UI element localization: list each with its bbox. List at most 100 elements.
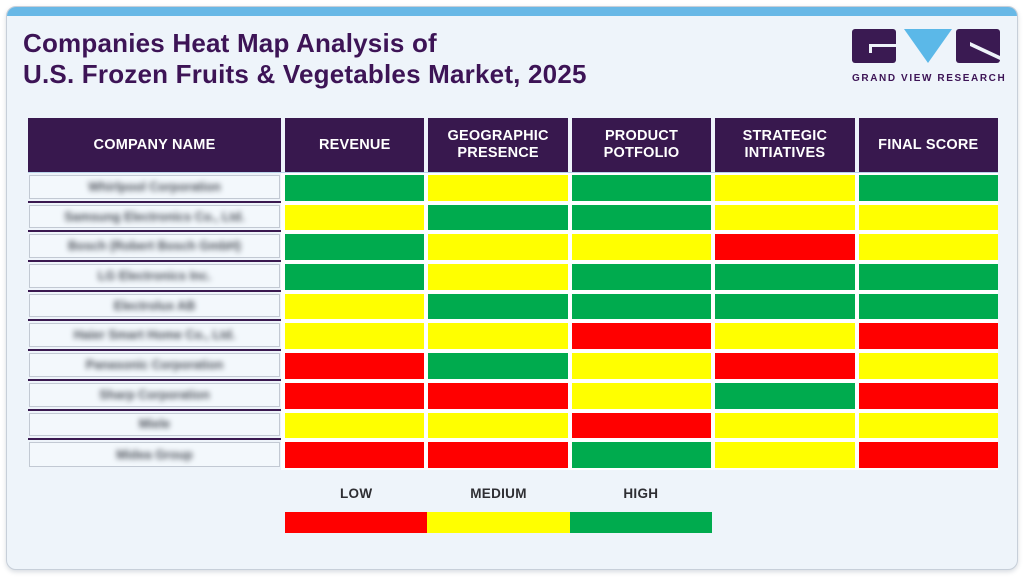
score-cell-low xyxy=(858,323,998,350)
page-title-line1: Companies Heat Map Analysis of xyxy=(23,28,437,58)
company-name-blurred: Whirlpool Corporation xyxy=(88,179,221,194)
score-cell-high xyxy=(571,293,712,320)
score-cell-medium xyxy=(428,264,568,290)
table-row: Haier Smart Home Co., Ltd. xyxy=(28,321,998,352)
company-cell: Whirlpool Corporation xyxy=(28,173,281,203)
score-cell-high xyxy=(858,175,998,201)
company-cell-box: Haier Smart Home Co., Ltd. xyxy=(29,323,280,348)
score-cell-low xyxy=(285,442,425,468)
score-cell-high xyxy=(571,442,712,468)
company-cell: Haier Smart Home Co., Ltd. xyxy=(28,321,281,352)
score-cell-medium xyxy=(428,323,568,350)
company-name-blurred: Panasonic Corporation xyxy=(85,357,224,372)
score-cell-medium xyxy=(715,442,855,468)
company-cell-box: Bosch (Robert Bosch GmbH) xyxy=(29,234,280,259)
legend-label-medium: MEDIUM xyxy=(470,486,527,501)
score-cell-high xyxy=(428,353,568,379)
score-cell-medium xyxy=(428,175,568,201)
score-cell-medium xyxy=(571,382,712,409)
score-cell-medium xyxy=(858,412,998,439)
score-cell-high xyxy=(428,293,568,320)
score-cell-medium xyxy=(571,234,712,261)
gvr-logo-text: GRAND VIEW RESEARCH xyxy=(852,73,1007,84)
page-title-line2: U.S. Frozen Fruits & Vegetables Market, … xyxy=(23,59,587,89)
column-header-strategic-intiatives: STRATEGIC INTIATIVES xyxy=(715,118,855,172)
company-cell: Sharp Corporation xyxy=(28,380,281,411)
score-cell-high xyxy=(858,293,998,320)
score-cell-low xyxy=(715,353,855,379)
company-cell: Panasonic Corporation xyxy=(28,351,281,381)
company-name-blurred: Sharp Corporation xyxy=(99,387,210,402)
table-row: Sharp Corporation xyxy=(28,380,998,411)
company-name-blurred: Midea Group xyxy=(116,447,193,462)
company-cell: Midea Group xyxy=(28,440,281,470)
table-row: Samsung Electronics Co., Ltd. xyxy=(28,202,998,233)
score-cell-medium xyxy=(428,412,568,439)
score-cell-medium xyxy=(571,353,712,379)
score-cell-high xyxy=(571,264,712,290)
company-cell-box: Whirlpool Corporation xyxy=(29,175,280,199)
score-cell-low xyxy=(285,353,425,379)
score-cell-medium xyxy=(715,175,855,201)
score-cell-medium xyxy=(858,204,998,231)
table-body: Whirlpool Corporation Samsung Electronics… xyxy=(28,172,998,470)
company-cell-box: Midea Group xyxy=(29,442,280,467)
score-cell-low xyxy=(428,442,568,468)
score-cell-low xyxy=(715,234,855,261)
legend-swatch-low xyxy=(285,512,428,533)
score-cell-medium xyxy=(715,323,855,350)
table-row: Midea Group xyxy=(28,440,998,470)
score-cell-medium xyxy=(285,293,425,320)
legend-color-bar xyxy=(285,512,712,533)
score-cell-low xyxy=(428,382,568,409)
table-row: Whirlpool Corporation xyxy=(28,173,998,203)
score-cell-medium xyxy=(715,412,855,439)
table-row: Miele xyxy=(28,410,998,441)
company-name-blurred: Miele xyxy=(138,417,171,432)
score-cell-high xyxy=(715,293,855,320)
score-cell-high xyxy=(571,204,712,231)
card-top-accent-bar xyxy=(7,7,1017,16)
page-title: Companies Heat Map Analysis of U.S. Froz… xyxy=(23,28,587,90)
score-cell-high xyxy=(428,204,568,231)
company-cell-box: Miele xyxy=(29,412,280,437)
score-cell-low xyxy=(858,382,998,409)
gvr-logo-mark xyxy=(852,29,1000,63)
legend-label-low: LOW xyxy=(339,486,373,501)
company-cell: Electrolux AB xyxy=(28,291,281,322)
table-row: LG Electronics Inc. xyxy=(28,262,998,292)
company-cell-box: Samsung Electronics Co., Ltd. xyxy=(29,204,280,229)
company-cell-box: Panasonic Corporation xyxy=(29,353,280,377)
score-cell-medium xyxy=(285,412,425,439)
score-cell-medium xyxy=(428,234,568,261)
company-cell-box: Electrolux AB xyxy=(29,293,280,318)
column-header-final-score: FINAL SCORE xyxy=(858,118,998,172)
legend: LOW MEDIUM HIGH xyxy=(285,486,712,533)
heatmap-table: COMPANY NAME REVENUE GEOGRAPHIC PRESENCE PR… xyxy=(28,118,998,470)
company-cell: Bosch (Robert Bosch GmbH) xyxy=(28,232,281,263)
company-name-blurred: LG Electronics Inc. xyxy=(97,268,212,283)
company-name-blurred: Electrolux AB xyxy=(113,298,196,313)
score-cell-low xyxy=(858,442,998,468)
company-name-blurred: Bosch (Robert Bosch GmbH) xyxy=(68,239,241,254)
score-cell-medium xyxy=(285,323,425,350)
column-header-company-name: COMPANY NAME xyxy=(28,118,281,172)
score-cell-high xyxy=(858,264,998,290)
legend-swatch-medium xyxy=(427,512,570,533)
score-cell-medium xyxy=(858,353,998,379)
company-cell: Samsung Electronics Co., Ltd. xyxy=(28,202,281,233)
score-cell-high xyxy=(571,175,712,201)
company-cell-box: Sharp Corporation xyxy=(29,382,280,407)
score-cell-high xyxy=(715,382,855,409)
company-name-blurred: Samsung Electronics Co., Ltd. xyxy=(64,209,245,224)
score-cell-high xyxy=(285,234,425,261)
table-row: Bosch (Robert Bosch GmbH) xyxy=(28,232,998,263)
column-header-revenue: REVENUE xyxy=(285,118,425,172)
score-cell-low xyxy=(571,412,712,439)
legend-label-high: HIGH xyxy=(623,486,659,501)
table-row: Electrolux AB xyxy=(28,291,998,322)
score-cell-medium xyxy=(858,234,998,261)
score-cell-low xyxy=(285,382,425,409)
table-header-row: COMPANY NAME REVENUE GEOGRAPHIC PRESENCE PR… xyxy=(28,118,998,172)
company-cell: Miele xyxy=(28,410,281,441)
